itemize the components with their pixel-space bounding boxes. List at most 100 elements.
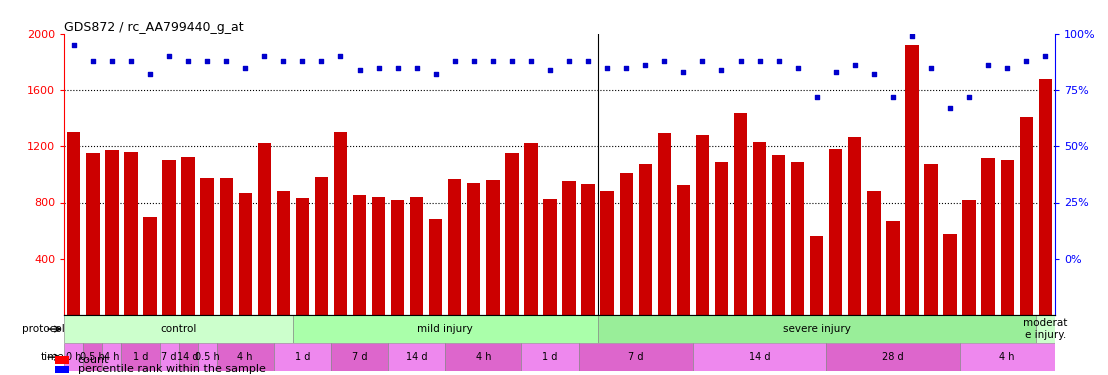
Bar bbox=[274, 343, 331, 371]
Point bbox=[636, 62, 654, 68]
Point bbox=[161, 53, 178, 59]
Point bbox=[751, 58, 769, 64]
Point bbox=[1036, 53, 1054, 59]
Bar bbox=[886, 220, 900, 315]
Bar bbox=[963, 200, 976, 315]
Bar bbox=[772, 155, 786, 315]
Bar bbox=[505, 153, 519, 315]
Bar bbox=[64, 343, 83, 371]
Point bbox=[217, 58, 235, 64]
Point bbox=[865, 71, 883, 77]
Bar bbox=[597, 315, 1036, 343]
Bar bbox=[372, 197, 386, 315]
Bar bbox=[677, 184, 690, 315]
Point bbox=[656, 58, 674, 64]
Text: control: control bbox=[161, 324, 197, 334]
Text: 4 h: 4 h bbox=[237, 352, 253, 362]
Bar bbox=[524, 143, 537, 315]
Text: 0.5 h: 0.5 h bbox=[195, 352, 219, 362]
Text: 4 h: 4 h bbox=[475, 352, 491, 362]
Point bbox=[941, 105, 958, 111]
Point bbox=[275, 58, 293, 64]
Text: 14 d: 14 d bbox=[406, 352, 428, 362]
Point bbox=[256, 53, 274, 59]
Bar bbox=[122, 343, 160, 371]
Bar bbox=[296, 198, 309, 315]
Bar bbox=[105, 150, 119, 315]
Bar bbox=[582, 183, 595, 315]
Point bbox=[484, 58, 502, 64]
Text: 7 d: 7 d bbox=[162, 352, 177, 362]
Bar bbox=[753, 142, 767, 315]
Bar bbox=[1038, 79, 1051, 315]
Point bbox=[465, 58, 483, 64]
Bar bbox=[315, 177, 328, 315]
Point bbox=[922, 64, 940, 70]
Bar bbox=[543, 199, 556, 315]
Bar bbox=[1001, 160, 1014, 315]
Bar bbox=[334, 132, 347, 315]
Bar bbox=[715, 162, 728, 315]
Text: moderat
e injury.: moderat e injury. bbox=[1023, 318, 1067, 340]
Bar bbox=[86, 153, 100, 315]
Bar bbox=[563, 181, 576, 315]
Point bbox=[845, 62, 863, 68]
Text: 4 h: 4 h bbox=[999, 352, 1015, 362]
Point bbox=[694, 58, 711, 64]
Point bbox=[903, 33, 921, 39]
Text: 7 d: 7 d bbox=[351, 352, 367, 362]
Point bbox=[979, 62, 997, 68]
Bar bbox=[197, 343, 217, 371]
Bar bbox=[429, 219, 442, 315]
Point bbox=[103, 58, 121, 64]
Point bbox=[408, 64, 425, 70]
Bar bbox=[201, 178, 214, 315]
Bar bbox=[124, 152, 137, 315]
Bar bbox=[692, 343, 827, 371]
Point bbox=[770, 58, 788, 64]
Bar bbox=[1019, 117, 1033, 315]
Text: severe injury: severe injury bbox=[782, 324, 851, 334]
Point bbox=[141, 71, 158, 77]
Point bbox=[675, 69, 692, 75]
Text: 1 d: 1 d bbox=[133, 352, 148, 362]
Bar bbox=[829, 148, 842, 315]
Text: 14 d: 14 d bbox=[177, 352, 198, 362]
Bar bbox=[448, 178, 461, 315]
Bar bbox=[410, 197, 423, 315]
Text: 4 h: 4 h bbox=[104, 352, 120, 362]
Point bbox=[198, 58, 216, 64]
Point bbox=[331, 53, 349, 59]
Bar bbox=[55, 356, 69, 364]
Point bbox=[236, 64, 254, 70]
Text: 0.5 h: 0.5 h bbox=[81, 352, 105, 362]
Bar bbox=[924, 164, 937, 315]
Bar bbox=[960, 343, 1055, 371]
Bar bbox=[445, 343, 522, 371]
Point bbox=[541, 67, 558, 73]
Bar bbox=[1036, 315, 1055, 343]
Bar bbox=[868, 191, 881, 315]
Point bbox=[808, 94, 825, 100]
Bar bbox=[733, 112, 747, 315]
Point bbox=[370, 64, 388, 70]
Text: 1 d: 1 d bbox=[542, 352, 557, 362]
Bar bbox=[55, 366, 69, 373]
Point bbox=[294, 58, 311, 64]
Bar bbox=[468, 183, 481, 315]
Bar bbox=[293, 315, 597, 343]
Point bbox=[617, 64, 635, 70]
Bar bbox=[182, 157, 195, 315]
Bar bbox=[827, 343, 960, 371]
Point bbox=[827, 69, 844, 75]
Text: 1 d: 1 d bbox=[295, 352, 310, 362]
Point bbox=[445, 58, 463, 64]
Text: mild injury: mild injury bbox=[418, 324, 473, 334]
Bar bbox=[64, 315, 293, 343]
Bar bbox=[238, 193, 252, 315]
Point bbox=[389, 64, 407, 70]
Bar bbox=[352, 195, 366, 315]
Bar bbox=[388, 343, 445, 371]
Bar bbox=[102, 343, 122, 371]
Point bbox=[122, 58, 140, 64]
